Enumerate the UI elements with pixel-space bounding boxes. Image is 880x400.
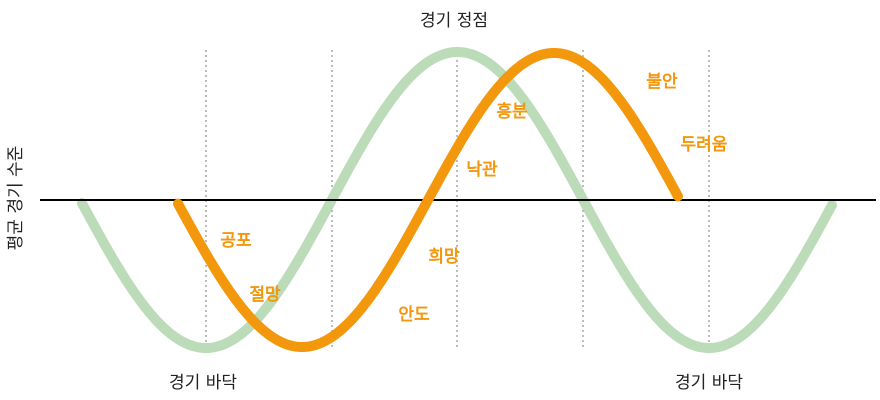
peak-label: 경기 정점 — [420, 11, 488, 31]
emotion-relief-label: 안도 — [398, 305, 430, 325]
emotion-hope-label: 희망 — [428, 247, 460, 267]
trough-left-label: 경기 바닥 — [169, 373, 237, 393]
emotion-dread-label: 두려움 — [681, 135, 728, 155]
sentiment-cycle-curve — [173, 48, 683, 352]
economy-cycle-curve — [77, 47, 837, 353]
emotion-despair-label: 절망 — [249, 284, 281, 305]
trough-right-label: 경기 바닥 — [675, 373, 743, 393]
y-axis-label: 평균 경기 수준 — [6, 146, 26, 251]
emotion-optimism-label: 낙관 — [466, 160, 498, 180]
emotion-fear-label: 공포 — [220, 231, 252, 251]
emotion-excitement-label: 흥분 — [496, 101, 528, 122]
emotion-anxiety-label: 불안 — [646, 72, 678, 92]
emotion-labels: 공포 절망 안도 희망 낙관 흥분 불안 두려움 — [220, 72, 727, 325]
